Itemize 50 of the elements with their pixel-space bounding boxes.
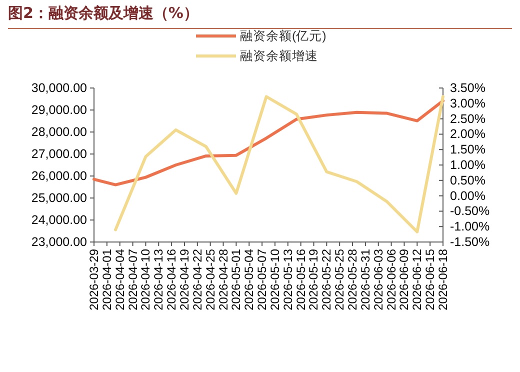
- x-tick-label: 2026-05-13: [280, 248, 295, 310]
- x-tick-label: 2026-04-19: [177, 248, 192, 310]
- y2-tick-label: 0.00%: [450, 188, 486, 203]
- x-tick-label: 2026-06-18: [436, 248, 450, 310]
- x-tick-label: 2026-04-01: [100, 248, 114, 310]
- y-tick-label: 28,000.00: [31, 125, 88, 139]
- legend-label: 融资余额(亿元): [240, 29, 326, 43]
- y-tick-label: 25,000.00: [31, 191, 88, 205]
- y2-tick-label: 2.50%: [450, 112, 486, 126]
- x-tick-label: 2026-06-15: [423, 248, 438, 310]
- y2-tick-label: 2.00%: [450, 127, 486, 142]
- x-tick-label: 2026-04-16: [164, 248, 179, 310]
- x-tick-label: 2026-06-06: [384, 248, 398, 310]
- x-tick-label: 2026-05-07: [255, 248, 270, 310]
- x-tick-label: 2026-04-28: [216, 248, 230, 310]
- y-tick-label: 23,000.00: [31, 235, 88, 249]
- x-tick-label: 2026-05-19: [306, 248, 321, 310]
- x-tick-label: 2026-04-22: [190, 248, 204, 310]
- x-tick-label: 2026-06-03: [371, 248, 386, 310]
- y2-tick-label: 3.50%: [450, 81, 486, 95]
- x-tick-label: 2026-05-28: [346, 248, 360, 310]
- x-tick-label: 2026-06-09: [397, 248, 412, 310]
- x-tick-label: 2026-05-01: [229, 248, 244, 310]
- x-tick-label: 2026-05-22: [320, 248, 334, 310]
- y-tick-label: 30,000.00: [31, 81, 88, 95]
- y2-tick-label: -1.00%: [450, 220, 490, 234]
- y2-tick-label: -1.50%: [450, 235, 490, 249]
- y2-tick-label: 3.00%: [450, 96, 486, 110]
- y2-tick-label: -0.50%: [450, 204, 490, 218]
- y-tick-label: 29,000.00: [31, 103, 88, 117]
- x-tick-label: 2026-03-29: [87, 248, 101, 310]
- x-tick-label: 2026-04-13: [152, 248, 166, 310]
- y-tick-label: 24,000.00: [31, 213, 88, 227]
- x-tick-label: 2026-05-04: [242, 248, 256, 310]
- x-tick-label: 2026-04-10: [138, 248, 153, 310]
- x-tick-label: 2026-04-07: [126, 248, 140, 310]
- x-tick-label: 2026-04-25: [203, 248, 218, 310]
- x-tick-label: 2026-05-25: [332, 248, 347, 310]
- y2-tick-label: 0.50%: [450, 173, 486, 188]
- x-tick-label: 2026-04-04: [112, 248, 127, 310]
- y-tick-label: 26,000.00: [31, 169, 88, 183]
- x-tick-label: 2026-06-12: [410, 248, 424, 310]
- y2-tick-label: 1.50%: [450, 142, 486, 157]
- legend-label: 融资余额增速: [240, 49, 318, 63]
- y-tick-label: 27,000.00: [31, 147, 88, 161]
- y2-tick-label: 1.00%: [450, 158, 486, 172]
- x-tick-label: 2026-05-10: [268, 248, 282, 310]
- x-tick-label: 2026-05-31: [358, 248, 372, 310]
- x-tick-label: 2026-05-16: [294, 248, 308, 310]
- chart-title: 图2：融资余额及增速（%）: [8, 4, 512, 29]
